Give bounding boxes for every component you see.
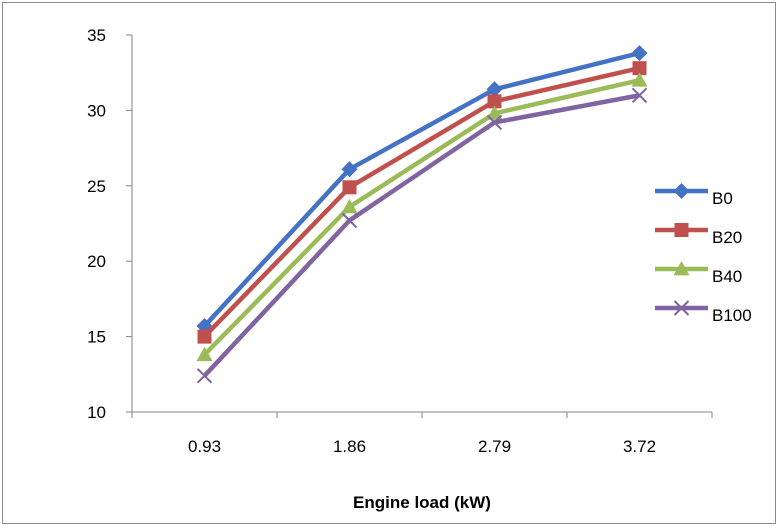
legend: B0 B20 B40 B100 [655,183,752,325]
data-point [341,198,358,214]
legend-item: B20 [655,223,742,247]
y-tick-label: 25 [87,177,106,196]
data-point [197,329,212,344]
y-tick-label: 20 [87,252,106,271]
data-point [341,212,358,229]
y-axis-ticks: 10 15 20 25 30 35 [87,26,132,422]
data-point [631,45,648,62]
series-line [202,65,641,339]
series-b40 [196,72,648,362]
series-line [202,78,641,357]
data-point [631,87,648,104]
chart-axes [131,35,712,413]
legend-marker [674,223,689,237]
legend-label: B100 [712,306,752,325]
legend-label: B0 [712,189,733,208]
legend-item: B100 [655,300,752,325]
legend-marker [673,183,690,199]
data-point [196,346,213,362]
data-point [342,180,357,195]
legend-marker [673,300,690,316]
series-b0 [196,45,648,335]
data-point [341,161,358,178]
x-tick-label: 2.79 [478,437,511,456]
y-tick-label: 15 [87,328,106,347]
data-point [632,61,647,76]
y-tick-label: 35 [87,26,106,45]
y-tick-label: 30 [87,101,106,120]
data-point [486,81,503,98]
series-b100 [196,87,648,384]
x-tick-label: 1.86 [333,437,366,456]
x-axis-label: Engine load (kW) [353,493,491,512]
y-tick-label: 10 [87,403,106,422]
data-point [486,114,503,131]
x-tick-label: 3.72 [623,437,656,456]
data-point [486,105,503,120]
legend-marker [673,261,690,276]
x-axis-ticks: 0.93 1.86 2.79 3.72 [131,412,713,456]
x-tick-label: 0.93 [188,437,221,456]
legend-label: B40 [712,267,742,286]
chart-series [196,45,648,384]
data-point [487,94,502,109]
series-line [202,93,640,378]
legend-item: B40 [655,261,742,286]
legend-label: B20 [712,228,742,247]
series-line [202,50,641,328]
data-point [196,368,213,384]
legend-item: B0 [655,183,733,208]
series-b20 [197,61,647,344]
data-point [631,72,648,87]
